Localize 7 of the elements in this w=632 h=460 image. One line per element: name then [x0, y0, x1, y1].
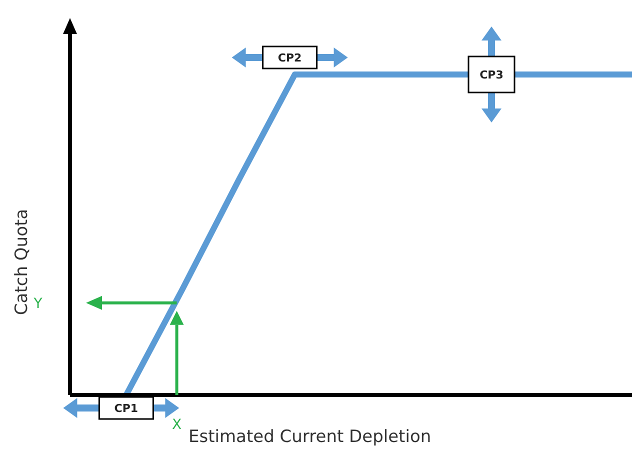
y-axis-title: Catch Quota — [12, 208, 32, 316]
text: CP2 — [278, 51, 302, 64]
text: CP1 — [114, 402, 138, 415]
annotation: CP3 — [480, 68, 504, 82]
x-axis-title: Estimated Current Depletion — [188, 427, 432, 447]
text: X — [172, 417, 182, 433]
text: Y — [32, 296, 43, 312]
